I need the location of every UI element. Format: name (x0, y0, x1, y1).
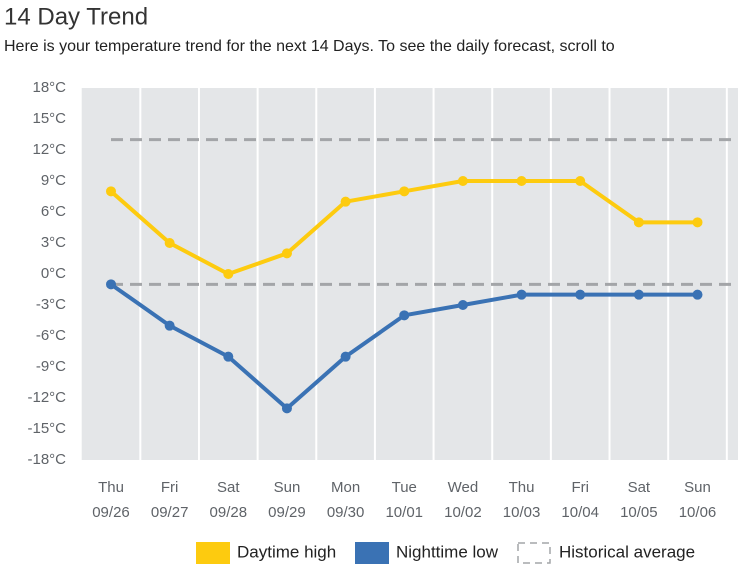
legend-label: Nighttime low (396, 542, 499, 561)
data-point (399, 186, 410, 197)
x-tick-date: 09/26 (92, 504, 130, 521)
data-point (633, 289, 644, 300)
data-point (223, 269, 234, 279)
legend-label: Historical average (559, 542, 695, 561)
x-tick-label: Mon (331, 479, 360, 496)
x-tick-date: 09/28 (210, 504, 248, 521)
x-tick-date: 10/01 (385, 504, 423, 521)
plot-area (81, 88, 738, 460)
chart-title: 14 Day Trend (4, 3, 148, 30)
x-tick-label: Fri (161, 479, 179, 496)
data-point (164, 320, 175, 331)
y-tick-label: 9°C (41, 172, 66, 189)
data-point (281, 248, 292, 259)
x-tick-label: Thu (509, 479, 535, 496)
data-point (692, 289, 703, 300)
x-tick-date: 09/29 (268, 504, 306, 521)
y-tick-label: 12°C (32, 141, 66, 158)
y-tick-label: -3°C (36, 296, 66, 313)
data-point (633, 217, 644, 228)
y-tick-label: 3°C (41, 234, 66, 251)
data-point (399, 310, 410, 321)
data-point (281, 403, 292, 414)
data-point (575, 176, 586, 186)
data-point (340, 351, 351, 362)
data-point (106, 186, 116, 197)
x-tick-label: Sat (628, 479, 651, 496)
data-point (516, 176, 527, 186)
legend-swatch (196, 542, 230, 564)
data-point (223, 351, 234, 362)
x-tick-date: 10/05 (620, 504, 658, 521)
data-point (106, 279, 116, 290)
data-point (575, 289, 586, 300)
grid (139, 88, 728, 460)
x-tick-date: 09/30 (327, 504, 365, 521)
data-point (457, 300, 468, 310)
y-tick-label: 6°C (41, 203, 66, 220)
y-tick-label: -12°C (27, 389, 66, 406)
legend-label: Daytime high (237, 542, 336, 561)
y-tick-label: -9°C (36, 358, 66, 375)
x-tick-label: Sun (274, 479, 301, 496)
x-tick-label: Sun (684, 479, 711, 496)
legend: Daytime high Nighttime low Historical av… (196, 542, 695, 564)
y-tick-label: -18°C (27, 451, 66, 468)
y-tick-label: 18°C (32, 79, 66, 96)
data-point (164, 238, 175, 248)
data-point (340, 196, 351, 207)
x-tick-date: 10/06 (679, 504, 717, 521)
legend-swatch (355, 542, 389, 564)
x-tick-label: Fri (571, 479, 589, 496)
x-tick-date: 10/04 (561, 504, 599, 521)
x-tick-date: 10/02 (444, 504, 482, 521)
x-tick-label: Wed (448, 479, 479, 496)
data-point (457, 176, 468, 186)
data-point (692, 217, 703, 228)
plot (106, 138, 738, 414)
x-tick-label: Tue (392, 479, 417, 496)
legend-swatch (517, 542, 551, 564)
x-tick-date: 10/03 (503, 504, 541, 521)
x-tick-label: Thu (98, 479, 124, 496)
data-point (516, 289, 527, 300)
x-tick-date: 09/27 (151, 504, 189, 521)
x-tick-label: Sat (217, 479, 240, 496)
y-tick-label: 0°C (41, 265, 66, 282)
y-tick-label: -6°C (36, 327, 66, 344)
y-tick-label: 15°C (32, 110, 66, 127)
chart-subtitle: Here is your temperature trend for the n… (4, 38, 615, 55)
y-tick-label: -15°C (27, 420, 66, 437)
